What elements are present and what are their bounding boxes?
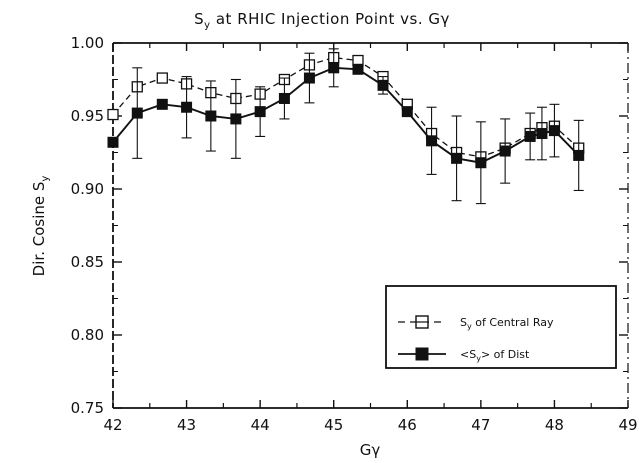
x-tick-label: 47 [471,416,490,434]
y-tick-label: 0.90 [71,180,104,198]
data-point-central-ray [156,72,168,84]
data-point-central-ray [107,108,119,121]
y-tick-label: 0.95 [71,107,104,125]
tick-marks [112,42,629,409]
y-tick-label: 0.85 [71,253,104,271]
y-tick-label: 0.80 [71,326,104,344]
data-point-dist [181,101,193,113]
y-tick-label: 0.75 [71,399,104,417]
data-point-dist [303,72,315,84]
x-tick-label: 46 [398,416,417,434]
data-point-dist [156,98,168,110]
data-point-dist [107,136,119,148]
tick-labels: 42 43 44 45 46 47 48 49 0.75 0.80 0.85 0.90 0.95 1.00 [71,34,638,434]
data-point-dist [524,130,536,142]
data-point-dist [230,113,242,125]
data-point-dist [205,110,217,122]
data-point-dist [328,62,340,74]
series-group [107,48,585,205]
legend-label-central-ray: Sy of Central Ray [460,316,554,331]
data-point-dist [451,152,463,164]
data-point-dist [352,63,364,75]
legend-marker-dist [415,347,429,361]
data-point-dist [377,79,389,91]
data-point-dist [278,92,290,104]
x-tick-label: 43 [177,416,196,434]
y-tick-label: 1.00 [71,34,104,52]
y-axis-title: Dir. Cosine Sy [30,176,51,277]
x-tick-label: 48 [545,416,564,434]
x-tick-label: 45 [324,416,343,434]
data-point-dist [475,157,487,169]
legend: Sy of Central Ray <Sy> of Dist [385,285,617,369]
data-point-dist [536,128,548,140]
chart-title: Sy at RHIC Injection Point vs. Gγ [194,10,450,31]
x-tick-label: 49 [618,416,637,434]
x-tick-label: 44 [251,416,270,434]
data-point-dist [426,135,438,147]
legend-label-dist: <Sy> of Dist [460,348,530,363]
data-point-dist [499,145,511,157]
data-point-dist [254,106,266,118]
x-axis-title: Gγ [360,441,381,459]
data-point-dist [401,106,413,118]
data-point-dist [548,125,560,137]
data-point-dist [131,107,143,119]
data-point-dist [573,149,585,161]
x-tick-label: 42 [103,416,122,434]
